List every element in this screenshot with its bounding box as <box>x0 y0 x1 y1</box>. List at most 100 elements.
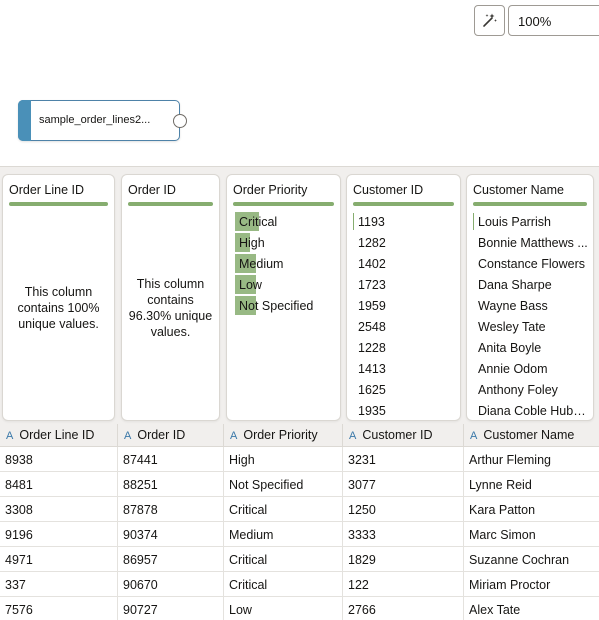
profile-card-order-id[interactable]: Order ID This column contains 96.30% uni… <box>121 174 220 421</box>
dataset-node-accent <box>18 100 31 141</box>
column-header-customer-id[interactable]: A Customer ID <box>343 424 464 447</box>
table-cell: 3077 <box>343 472 464 497</box>
table-cell: 90374 <box>118 522 224 547</box>
text-type-icon: A <box>124 430 132 442</box>
profile-card-title: Customer ID <box>353 183 424 197</box>
value-item[interactable]: Louis Parrish <box>473 211 589 232</box>
table-cell: 87441 <box>118 447 224 472</box>
value-item[interactable]: Anita Boyle <box>478 341 542 355</box>
magic-wand-icon <box>483 13 497 27</box>
table-cell: 1829 <box>343 547 464 572</box>
diagram-canvas[interactable]: 100% sample_order_lines2... <box>0 0 599 166</box>
column-header-customer-name[interactable]: A Customer Name <box>470 428 575 442</box>
profile-card-customer-id[interactable]: Customer ID 1193 1282 1402 1723 1959 254… <box>346 174 461 421</box>
value-marker <box>353 213 354 230</box>
table-cell: 1250 <box>343 497 464 522</box>
table-cell: 86957 <box>118 547 224 572</box>
profile-card-customer-name[interactable]: Customer Name Louis Parrish Bonnie Matth… <box>466 174 594 421</box>
value-item[interactable]: Wayne Bass <box>478 299 548 313</box>
priority-label: Medium <box>239 257 284 271</box>
table-cell: High <box>224 447 343 472</box>
table-cell: Miriam Proctor <box>469 578 551 592</box>
column-header-order-line-id[interactable]: A Order Line ID <box>0 424 118 447</box>
value-item[interactable]: 1228 <box>358 341 386 355</box>
value-list: Louis Parrish Bonnie Matthews ... Consta… <box>473 211 589 420</box>
value-item[interactable]: 1402 <box>358 257 386 271</box>
quality-bar <box>233 202 334 206</box>
table-cell: 87878 <box>118 497 224 522</box>
column-header-order-priority[interactable]: A Order Priority <box>224 424 343 447</box>
table-cell: 8481 <box>0 472 118 497</box>
profile-card-order-line-id[interactable]: Order Line ID This column contains 100% … <box>2 174 115 421</box>
value-item[interactable]: 1723 <box>358 278 386 292</box>
quality-bar <box>128 202 213 206</box>
text-type-icon: A <box>349 430 357 442</box>
profile-card-order-priority[interactable]: Order Priority Critical High Medium Low … <box>226 174 341 421</box>
priority-label: Not Specified <box>239 299 314 313</box>
quality-bar <box>9 202 108 206</box>
table-row[interactable]: 8938 87441 High 3231 Arthur Fleming <box>0 447 599 472</box>
table-cell: 3333 <box>343 522 464 547</box>
table-cell: 3308 <box>0 497 118 522</box>
table-cell: Marc Simon <box>469 528 536 542</box>
table-cell: Not Specified <box>224 472 343 497</box>
node-output-port[interactable] <box>173 114 187 128</box>
table-cell: Arthur Fleming <box>469 453 551 467</box>
zoom-level-field[interactable]: 100% <box>508 5 599 36</box>
text-type-icon: A <box>6 430 14 442</box>
column-header-order-id[interactable]: A Order ID <box>118 424 224 447</box>
table-cell: Lynne Reid <box>469 478 532 492</box>
priority-fill <box>235 212 259 231</box>
value-item[interactable]: 1625 <box>358 383 386 397</box>
value-item[interactable]: Wesley Tate <box>478 320 546 334</box>
table-cell: Critical <box>224 572 343 597</box>
priority-label: High <box>239 236 265 250</box>
priority-fill <box>235 254 256 273</box>
value-item[interactable]: 1935 <box>358 404 386 418</box>
table-body: 8938 87441 High 3231 Arthur Fleming 8481… <box>0 447 599 620</box>
value-list: 1193 1282 1402 1723 1959 2548 1228 1413 … <box>353 211 456 420</box>
value-item[interactable]: Annie Odom <box>478 362 548 376</box>
value-item[interactable]: Diana Coble Hubb... <box>478 404 589 418</box>
value-item[interactable]: Bonnie Matthews ... <box>478 236 588 250</box>
table-row[interactable]: 337 90670 Critical 122 Miriam Proctor <box>0 572 599 597</box>
table-header: A Order Line ID A Order ID A Order Priority… <box>0 424 599 447</box>
priority-fill <box>235 233 250 252</box>
dataset-node[interactable]: sample_order_lines2... <box>18 100 187 141</box>
value-item[interactable]: Constance Flowers <box>478 257 585 271</box>
priority-fill <box>235 275 256 294</box>
table-cell: 2766 <box>343 597 464 620</box>
priority-label: Low <box>239 278 262 292</box>
quality-bar <box>353 202 454 206</box>
text-type-icon: A <box>470 430 478 442</box>
value-item[interactable]: 1959 <box>358 299 386 313</box>
priority-fill <box>235 296 256 315</box>
table-row[interactable]: 4971 86957 Critical 1829 Suzanne Cochran <box>0 547 599 572</box>
table-cell: 337 <box>0 572 118 597</box>
table-cell: 122 <box>343 572 464 597</box>
table-cell: 3231 <box>343 447 464 472</box>
value-item[interactable]: 1193 <box>353 211 456 232</box>
priority-label: Critical <box>239 215 278 229</box>
zoom-level-value: 100% <box>518 14 552 29</box>
table-cell: 90670 <box>118 572 224 597</box>
profile-card-title: Order Priority <box>233 183 308 197</box>
table-row[interactable]: 7576 90727 Low 2766 Alex Tate <box>0 597 599 620</box>
value-item[interactable]: 1282 <box>358 236 386 250</box>
value-item[interactable]: 1413 <box>358 362 386 376</box>
profile-card-title: Order ID <box>128 183 176 197</box>
table-row[interactable]: 8481 88251 Not Specified 3077 Lynne Reid <box>0 472 599 497</box>
table-cell: 7576 <box>0 597 118 620</box>
table-cell: Medium <box>224 522 343 547</box>
value-item[interactable]: Dana Sharpe <box>478 278 552 292</box>
table-cell: 90727 <box>118 597 224 620</box>
table-row[interactable]: 3308 87878 Critical 1250 Kara Patton <box>0 497 599 522</box>
table-cell: Suzanne Cochran <box>469 553 570 567</box>
value-item[interactable]: Anthony Foley <box>478 383 558 397</box>
value-item[interactable]: 2548 <box>358 320 386 334</box>
auto-layout-button[interactable] <box>474 5 505 36</box>
text-type-icon: A <box>230 430 238 442</box>
table-row[interactable]: 9196 90374 Medium 3333 Marc Simon <box>0 522 599 547</box>
profile-card-title: Order Line ID <box>9 183 85 197</box>
table-cell: Critical <box>224 547 343 572</box>
